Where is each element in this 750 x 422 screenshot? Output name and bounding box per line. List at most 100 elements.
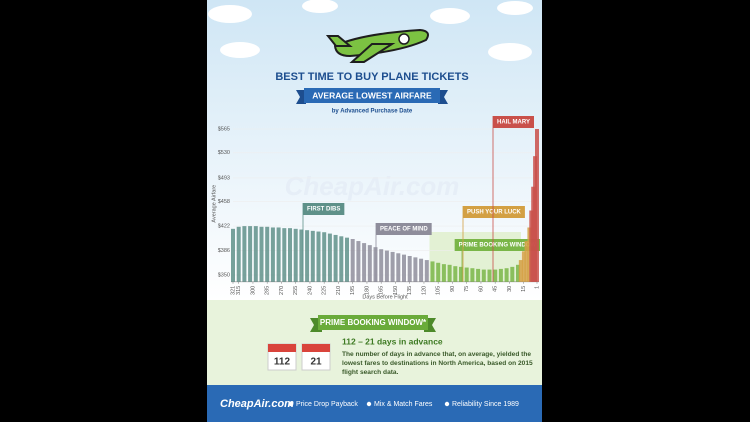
bar [259, 226, 264, 282]
x-tick-label: 255 [293, 286, 299, 295]
footer [207, 385, 542, 422]
bar [493, 269, 498, 282]
title: BEST TIME TO BUY PLANE TICKETS [275, 71, 468, 83]
y-axis-label: Average Airfare [211, 185, 217, 223]
x-tick-label: 210 [336, 286, 342, 295]
prime-section [207, 300, 542, 385]
bar [276, 227, 281, 282]
watermark: CheapAir.com [285, 171, 460, 201]
prime-ribbon [318, 315, 428, 330]
y-tick-label: $565 [218, 126, 230, 132]
bar [407, 255, 412, 282]
y-tick-label: $350 [218, 272, 230, 278]
bar [231, 228, 235, 282]
bar [236, 226, 241, 282]
x-axis-label: Days Before Flight [362, 294, 408, 300]
calendar-end: 21 [310, 357, 322, 368]
bar [447, 264, 452, 282]
flag-label: FIRST DIBS [307, 207, 340, 213]
bar [413, 257, 418, 282]
clouds [208, 0, 533, 61]
bar [402, 254, 406, 282]
footer-feature: Price Drop Payback [296, 401, 358, 408]
bar [516, 264, 520, 282]
bar [459, 266, 463, 282]
flag: PRIME BOOKING WINDOW [454, 239, 540, 251]
ribbon [304, 88, 440, 103]
calendars [267, 343, 331, 371]
feature-icon [366, 401, 372, 407]
bar [535, 128, 539, 282]
bar [390, 251, 395, 282]
x-tick-label: 321 [230, 286, 236, 295]
flag-banner [376, 223, 432, 235]
bar [453, 266, 458, 282]
bar [504, 268, 509, 282]
prime-range: 112 – 21 days in advance [342, 336, 443, 346]
bar [265, 226, 270, 282]
bar [270, 227, 275, 282]
bar [305, 230, 310, 282]
bar [481, 269, 486, 282]
bar [384, 250, 389, 282]
x-tick-label: 30 [507, 286, 513, 292]
bar [248, 226, 253, 282]
bar [345, 237, 349, 282]
prime-heading: PRIME BOOKING WINDOW* [320, 318, 427, 327]
y-tick-label: $530 [218, 150, 230, 156]
bar [476, 268, 481, 282]
x-tick-label: 15 [521, 286, 527, 292]
bar [424, 260, 429, 282]
bar [373, 247, 378, 282]
bar [350, 239, 355, 282]
bar [288, 228, 292, 282]
bar [436, 262, 441, 282]
bar [470, 268, 475, 282]
bar [253, 226, 258, 282]
x-tick-label: 1 [534, 286, 540, 289]
bar [316, 231, 321, 282]
x-tick-label: 75 [464, 286, 470, 292]
bar [441, 264, 446, 282]
y-tick-label: $493 [218, 175, 230, 181]
x-tick-label: 285 [265, 286, 271, 295]
flag: FIRST DIBS [303, 203, 345, 215]
bar [524, 241, 529, 282]
x-tick-label: 195 [350, 286, 356, 295]
bar [242, 226, 247, 282]
bar [419, 258, 424, 282]
feature-icon [444, 401, 450, 407]
calendar-start: 112 [274, 357, 291, 368]
y-tick-label: $386 [218, 248, 230, 254]
flag-banner [463, 206, 525, 218]
bar [299, 229, 304, 282]
x-tick-label: 180 [364, 286, 370, 295]
bar [498, 268, 503, 282]
bar [282, 228, 287, 282]
x-tick-label: 105 [436, 286, 442, 295]
bar [510, 266, 515, 282]
feature-icon [288, 401, 294, 407]
ribbon-text: AVERAGE LOWEST AIRFARE [312, 90, 432, 100]
bar [322, 232, 327, 282]
prime-description: The number of days in advance that, on a… [342, 351, 533, 376]
bar [518, 260, 523, 282]
x-tick-label: 60 [478, 286, 484, 292]
footer-feature: Mix & Match Fares [374, 401, 433, 408]
bar [367, 245, 372, 282]
x-tick-label: 225 [322, 286, 328, 295]
x-tick-label: 135 [407, 286, 413, 295]
flag: HAIL MARY [493, 116, 534, 128]
bar [487, 269, 492, 282]
flag-label: PUSH YOUR LUCK [467, 210, 522, 216]
x-tick-label: 90 [450, 286, 456, 292]
bar [430, 261, 435, 282]
plane [325, 28, 429, 63]
bar [293, 228, 298, 282]
bar [362, 243, 367, 282]
bar [396, 253, 401, 282]
flag-banner [454, 239, 540, 251]
x-tick-label: 240 [307, 286, 313, 295]
